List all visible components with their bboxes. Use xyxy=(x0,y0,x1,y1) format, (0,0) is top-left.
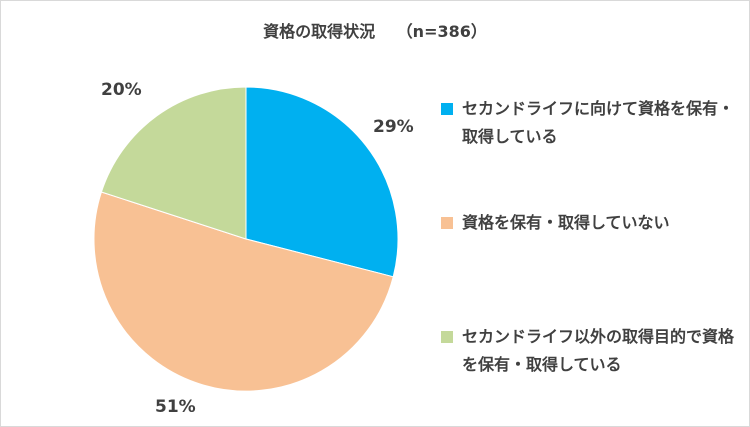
legend-swatch-none xyxy=(441,217,453,229)
data-label-other-purpose: 20% xyxy=(101,80,142,100)
legend-item-none: 資格を保有・取得していない xyxy=(441,209,741,239)
data-label-secondlife: 29% xyxy=(373,117,414,137)
legend-swatch-secondlife xyxy=(441,103,453,115)
legend-item-secondlife: セカンドライフに向けて資格を保有・取得している xyxy=(441,95,741,155)
pie-slice-other-purpose xyxy=(100,86,247,240)
pie-slice-secondlife xyxy=(245,86,399,278)
legend-item-other-purpose: セカンドライフ以外の取得目的で資格を保有・取得している xyxy=(441,323,741,383)
legend-swatch-other-purpose xyxy=(441,331,453,343)
legend-label-secondlife: セカンドライフに向けて資格を保有・取得している xyxy=(462,99,735,146)
legend-label-other-purpose: セカンドライフ以外の取得目的で資格を保有・取得している xyxy=(462,327,735,374)
legend-label-none: 資格を保有・取得していない xyxy=(462,213,670,232)
pie-slice-none xyxy=(93,191,394,392)
chart-title: 資格の取得状況 （n=386） xyxy=(263,22,487,41)
data-label-none: 51% xyxy=(155,397,196,417)
